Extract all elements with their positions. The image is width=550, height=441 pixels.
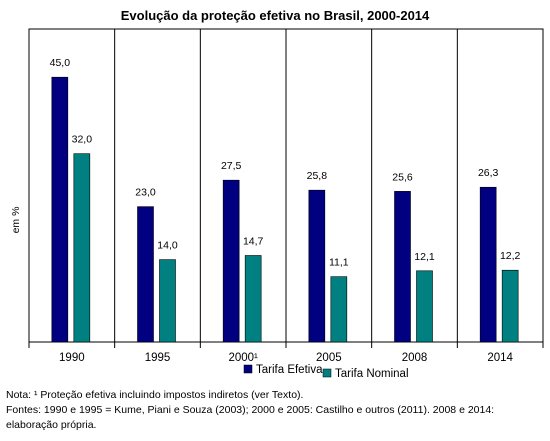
- bar-efetiva: [222, 179, 240, 343]
- bar-nominal: [416, 270, 433, 343]
- sources-line: Fontes: 1990 e 1995 = Kume, Piani e Souz…: [6, 404, 495, 431]
- x-tick-labels: 1990 1995 2000¹ 2005 2008 2014: [59, 352, 514, 364]
- bar-efetiva: [137, 206, 154, 343]
- data-label: 14,0: [157, 240, 178, 252]
- bar-nominal: [501, 269, 519, 343]
- bar-nominal: [244, 255, 262, 343]
- legend-label-nominal: Tarifa Nominal: [335, 368, 409, 380]
- legend-swatch-nominal-box: [322, 368, 332, 378]
- x-tick-label: 2005: [316, 352, 342, 364]
- data-label: 27,5: [221, 160, 242, 172]
- data-label: 26,3: [478, 167, 499, 179]
- bar-efetiva: [308, 189, 326, 343]
- x-tick-label: 2014: [487, 352, 513, 364]
- footnotes: Nota: ¹ Proteção efetiva incluindo impos…: [6, 388, 546, 433]
- y-axis-label: em %: [10, 207, 22, 234]
- data-label: 11,1: [329, 257, 349, 269]
- bar-efetiva: [51, 76, 69, 343]
- data-label: 14,7: [243, 235, 264, 247]
- data-label: 12,2: [500, 250, 521, 262]
- x-tick-label: 1990: [59, 352, 85, 364]
- x-tick-label: 1995: [145, 352, 171, 364]
- bar-efetiva: [479, 186, 497, 343]
- legend-swatch-efetiva: [243, 364, 253, 374]
- bar-nominal: [159, 259, 176, 343]
- data-label: 45,0: [50, 57, 71, 69]
- bars: [51, 76, 519, 343]
- bar-nominal: [330, 276, 348, 343]
- data-label: 25,6: [392, 171, 413, 183]
- x-tick-label: 2000¹: [228, 352, 258, 364]
- bar-nominal: [73, 153, 91, 343]
- data-label: 12,1: [414, 251, 435, 263]
- data-label: 23,0: [135, 187, 156, 199]
- chart-title: Evolução da proteção efetiva no Brasil, …: [121, 8, 430, 23]
- data-label: 25,8: [307, 170, 328, 182]
- legend: Tarifa Efetiva Tarifa Nominal: [243, 364, 409, 380]
- x-tick-label: 2008: [402, 352, 428, 364]
- legend-label-efetiva: Tarifa Efetiva: [256, 364, 323, 376]
- bar-efetiva: [394, 191, 411, 343]
- bar-labels: 45,0 32,0 23,0 14,0 27,5 14,7 25,8 11,1 25,6 12,1…: [50, 57, 521, 268]
- note-line: Nota: ¹ Proteção efetiva incluindo impos…: [6, 389, 304, 401]
- data-label: 32,0: [72, 134, 93, 146]
- category-separators: [28, 29, 544, 348]
